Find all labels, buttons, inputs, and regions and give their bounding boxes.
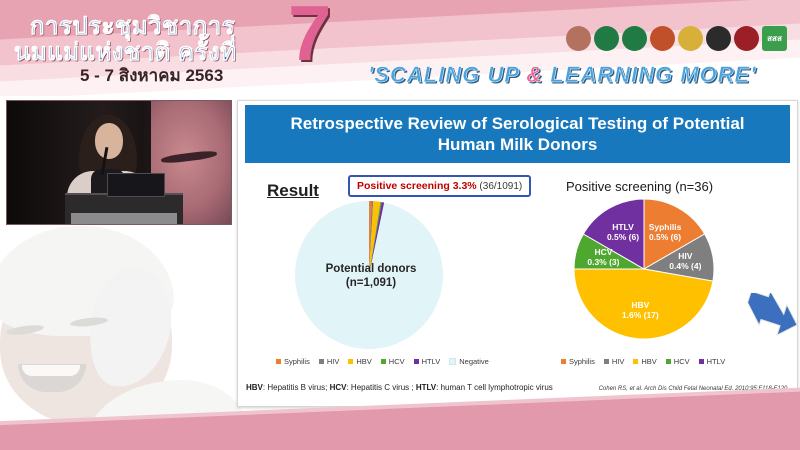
presentation-slide: Retrospective Review of Serological Test… (237, 100, 798, 407)
sponsor-logo-8-icon: สสส (762, 26, 787, 51)
legend-swatch-hbv-icon (348, 359, 354, 364)
abbr-htlv: HTLV (415, 383, 437, 392)
legend-item-syphilis[interactable]: Syphilis (561, 357, 595, 366)
legend-label: HBV (356, 357, 372, 366)
legend-swatch-htlv-icon (698, 359, 704, 364)
conference-edition-number: 7 (288, 0, 332, 77)
pie-slice-hcv[interactable] (369, 201, 382, 275)
abbr-hcv-text: : Hepatitis C virus ; (346, 383, 416, 392)
callout-plain-text: (36/1091) (479, 181, 523, 192)
right-pie-title: Positive screening (n=36) (566, 179, 714, 194)
positive-screening-pie-chart (573, 198, 715, 340)
tagline-post: LEARNING MORE' (543, 62, 757, 88)
legend-item-htlv[interactable]: HTLV (413, 357, 441, 366)
legend-swatch-syphilis-icon (561, 359, 566, 364)
result-heading: Result (267, 181, 319, 200)
legend-label: HCV (388, 357, 405, 366)
legend-label: Negative (459, 357, 489, 366)
legend-item-hiv[interactable]: HIV (318, 357, 340, 366)
pie-slice-hiv[interactable] (369, 201, 374, 275)
citation: Cohen RS, et al. Arch Dis Child Fetal Ne… (598, 386, 789, 392)
legend-item-negative[interactable]: Negative (449, 357, 489, 366)
pie-slice-htlv[interactable] (369, 202, 385, 275)
legend-swatch-htlv-icon (413, 359, 419, 364)
legend-swatch-negative-icon (449, 358, 457, 365)
flow-arrow-icon (747, 293, 797, 337)
legend-swatch-hiv-icon (318, 359, 324, 364)
podium-base (71, 213, 177, 224)
conference-title-line2: นมแม่แห่งชาติ ครั้งที่ (14, 39, 237, 67)
pie-slice-syphilis[interactable] (369, 201, 372, 275)
sponsor-logo-1-icon (566, 26, 591, 51)
sponsor-logo-5-icon (678, 26, 703, 51)
abbreviation-key: HBV: Hepatitis B virus; HCV: Hepatitis C… (246, 383, 553, 392)
sponsor-logo-4-icon (650, 26, 675, 51)
pie-slice-syphilis[interactable] (643, 198, 706, 270)
callout-bold-text: Positive screening 3.3% (357, 180, 477, 192)
legend-swatch-hiv-icon (603, 359, 609, 364)
abbr-hcv: HCV (329, 383, 347, 392)
legend-label: HBV (641, 357, 657, 366)
left-pie-center-line1: Potential donors (325, 263, 417, 275)
legend-right: Syphilis HIV HBV HCV HTLV (561, 357, 725, 366)
legend-label: HIV (611, 357, 625, 366)
slide-footnote: HBV: Hepatitis B virus; HCV: Hepatitis C… (246, 383, 789, 392)
left-pie-center-line2: (n=1,091) (345, 277, 397, 289)
legend-swatch-hcv-icon (665, 359, 671, 364)
pie-slice-hbv[interactable] (369, 201, 381, 275)
conference-date: 5 - 7 สิงหาคม 2563 (80, 66, 224, 85)
conference-title-line1: การประชุมวิชาการ (30, 13, 236, 41)
sponsor-logos: สสส (566, 26, 787, 51)
legend-item-hbv[interactable]: HBV (348, 357, 372, 366)
sponsor-logo-6-icon (706, 26, 731, 51)
abbr-hbv: HBV (246, 383, 263, 392)
pie-slice-hbv[interactable] (573, 268, 714, 340)
legend-item-syphilis[interactable]: Syphilis (276, 357, 310, 366)
pie-slice-negative[interactable] (295, 201, 443, 349)
legend-item-hcv[interactable]: HCV (665, 357, 690, 366)
potential-donors-pie-chart (295, 201, 443, 349)
tagline-pre: 'SCALING UP (368, 62, 527, 88)
legend-label: Syphilis (569, 357, 595, 366)
conference-tagline: 'SCALING UP & LEARNING MORE' (368, 62, 756, 88)
legend-item-htlv[interactable]: HTLV (698, 357, 726, 366)
conference-header: การประชุมวิชาการ นมแม่แห่งชาติ ครั้งที่ … (0, 0, 800, 96)
slide-title: Retrospective Review of Serological Test… (245, 105, 790, 163)
speaker-video-thumbnail[interactable] (6, 100, 232, 225)
legend-swatch-hcv-icon (380, 359, 386, 364)
legend-item-hbv[interactable]: HBV (633, 357, 657, 366)
legend-label: HTLV (421, 357, 441, 366)
abbr-hbv-text: : Hepatitis B virus; (262, 383, 330, 392)
legend-swatch-syphilis-icon (276, 359, 281, 364)
sponsor-logo-2-icon (594, 26, 619, 51)
laptop (107, 173, 165, 197)
tagline-ampersand: & (526, 62, 544, 88)
legend-label: Syphilis (284, 357, 310, 366)
abbr-htlv-text: : human T cell lymphotropic virus (436, 383, 553, 392)
background-child-photo (0, 212, 256, 442)
legend-item-hiv[interactable]: HIV (603, 357, 625, 366)
legend-label: HTLV (706, 357, 726, 366)
legend-label: HCV (673, 357, 690, 366)
legend-item-hcv[interactable]: HCV (380, 357, 405, 366)
positive-screening-callout: Positive screening 3.3% (36/1091) (348, 175, 532, 197)
pie-slice-htlv[interactable] (582, 198, 645, 270)
speaker-face (95, 123, 123, 159)
sponsor-logo-3-icon (622, 26, 647, 51)
sponsor-logo-7-icon (734, 26, 759, 51)
legend-label: HIV (326, 357, 340, 366)
legend-left: Syphilis HIV HBV HCV HTLV Negative (276, 357, 489, 366)
legend-swatch-hbv-icon (633, 359, 639, 364)
